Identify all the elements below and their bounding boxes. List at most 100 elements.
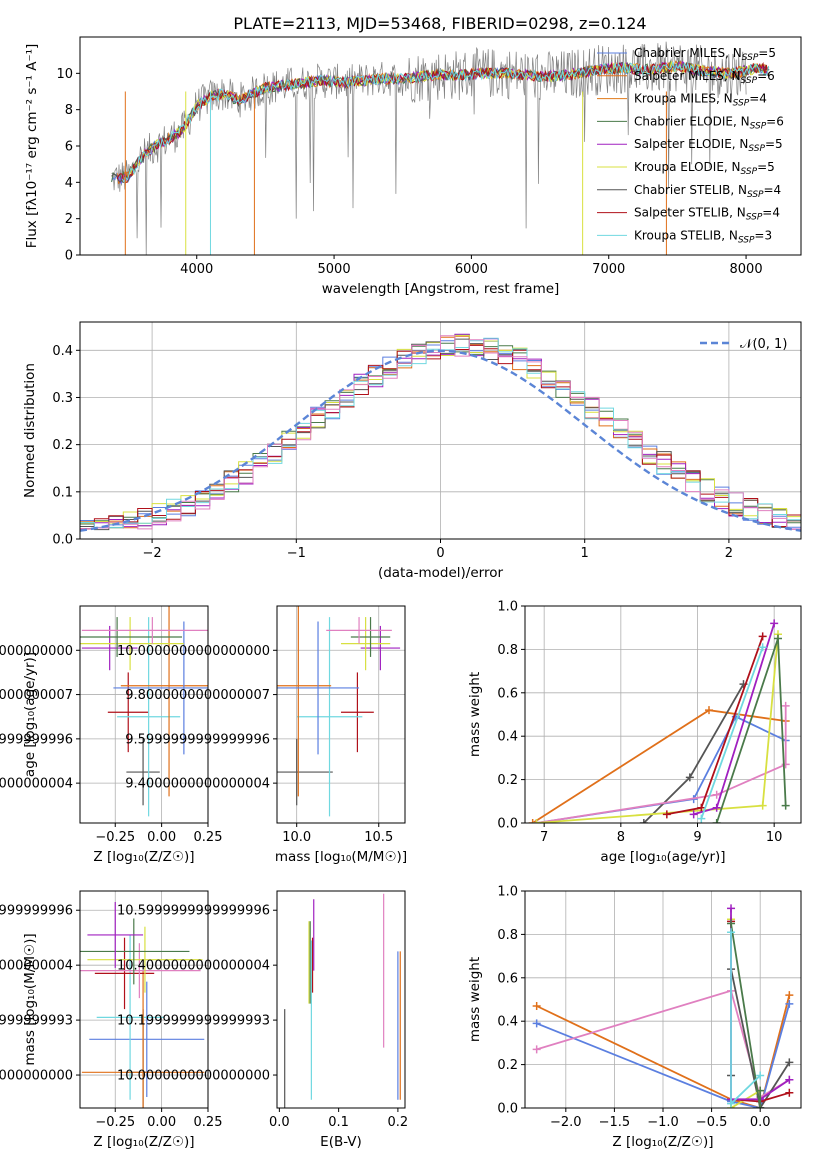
errorbar-point (87, 926, 203, 993)
weight-marker (727, 1099, 736, 1108)
x-tick-label: 2 (725, 546, 733, 561)
y-tick-label: 0.2 (497, 1058, 518, 1073)
figure-title: PLATE=2113, MJD=53468, FIBERID=0298, z=0… (233, 14, 646, 33)
errorbar-point (277, 621, 360, 755)
x-axis-label: (data-model)/error (378, 565, 504, 581)
x-tick-label: 0.2 (388, 1115, 409, 1130)
errorbar-point (89, 981, 205, 1098)
weight-marker (532, 1045, 541, 1054)
y-tick-label: 0.6 (497, 971, 518, 986)
weight-marker (774, 634, 782, 643)
legend: 𝒩(0, 1) (700, 337, 787, 352)
errorbar-point (277, 606, 332, 797)
panel-age_vs_Z: −0.25 0.00 0.25 9.4000000000000004 9.5999999… (0, 605, 222, 865)
x-axis-label: Z [log₁₀(Z/Z☉)] (93, 1134, 194, 1150)
weight-marker (770, 619, 779, 628)
plot-area (277, 606, 401, 817)
y-tick-label: 10.1999999999999993 (0, 1014, 73, 1029)
legend-label: Salpeter MILES, NSSP=6 (634, 69, 775, 86)
weight-marker (781, 701, 790, 710)
weight-marker (727, 919, 736, 928)
x-tick-label: −1.5 (599, 1115, 631, 1130)
y-axis-label: mass weight (467, 672, 483, 757)
weight-marker (712, 803, 721, 812)
y-tick-label: 10.0000000000000000 (117, 644, 270, 659)
errorbar-point (341, 617, 391, 671)
y-axis-label: mass weight (467, 957, 483, 1042)
errorbar-point (341, 672, 374, 753)
y-axis-label: age [log₁₀(age/yr)] (22, 652, 38, 777)
weight-marker (532, 1002, 541, 1011)
panel-mass_vs_Z: −0.25 0.00 0.25 10.0000000000000000 10.19999… (0, 890, 222, 1150)
y-tick-label: 6 (65, 140, 73, 155)
y-tick-label: 0.8 (497, 928, 518, 943)
normal-curve (80, 349, 801, 532)
axes-frame (79, 890, 209, 1109)
y-tick-label: 9.8000000000000007 (125, 688, 270, 703)
errorbar-point (94, 937, 155, 1010)
x-tick-label: 0.00 (147, 830, 176, 845)
y-tick-label: 10.4000000000000004 (117, 959, 270, 974)
weight-marker (781, 801, 790, 810)
x-tick-label: 10 (766, 830, 783, 845)
weight-marker (785, 999, 794, 1008)
y-tick-label: 0.2 (52, 438, 73, 453)
x-tick-label: 4000 (180, 262, 213, 277)
x-tick-label: 5000 (318, 262, 351, 277)
y-tick-label: 2 (65, 212, 73, 227)
errorbar-point (360, 625, 401, 671)
weight-marker (785, 1058, 794, 1067)
plot-area (80, 901, 205, 1108)
x-tick-label: −1 (287, 546, 306, 561)
x-tick-label: 0 (436, 546, 444, 561)
plot-area (528, 619, 790, 823)
y-tick-label: 9.5999999999999996 (0, 732, 73, 747)
weight-marker (756, 1086, 765, 1095)
weight-marker (785, 1088, 794, 1097)
legend-label: Kroupa MILES, NSSP=4 (634, 92, 767, 109)
panel-weight_vs_Z: −2.0 −1.5 −1.0 −0.5 0.0 0.0 0.2 0.4 0.6 0.8 1.0 Z [… (467, 885, 802, 1150)
weight-series-line (536, 705, 787, 823)
x-tick-label: −0.25 (95, 1115, 135, 1130)
plot-area (284, 893, 401, 1108)
errorbar-point (81, 625, 138, 671)
x-tick-label: 0.0 (750, 1115, 771, 1130)
weight-series-line (730, 923, 762, 1108)
weight-marker (727, 904, 736, 913)
y-tick-label: 0.4 (497, 730, 518, 745)
errorbar-point (87, 901, 144, 968)
y-tick-label: 4 (65, 176, 73, 191)
y-tick-label: 0.1 (52, 485, 73, 500)
model-spectrum-line (122, 61, 770, 183)
panel-age_vs_mass: 10.0 10.5 9.4000000000000004 9.599999999999… (117, 605, 407, 865)
y-axis-label: Flux [fλ10⁻¹⁷ erg cm⁻² s⁻¹ A⁻¹] (24, 44, 40, 249)
y-tick-label: 9.5999999999999996 (125, 732, 270, 747)
panel-mass_vs_EBV: 0.0 0.1 0.2 10.0000000000000000 10.199999999… (117, 890, 409, 1150)
y-tick-label: 10.0000000000000000 (0, 1069, 73, 1084)
y-tick-label: 9.4000000000000004 (0, 777, 73, 792)
y-tick-label: 0 (65, 249, 73, 264)
x-axis-label: age [log₁₀(age/yr)] (600, 849, 725, 865)
errorbar-point (117, 617, 181, 817)
errorbar-point (277, 738, 333, 806)
weight-marker (756, 1071, 765, 1080)
weight-series-line (536, 1003, 791, 1108)
y-axis-label: mass [log₁₀(M/M☉)] (22, 933, 38, 1065)
y-tick-label: 0.2 (497, 773, 518, 788)
y-tick-label: 10 (56, 67, 73, 82)
x-tick-label: 10.5 (364, 830, 393, 845)
y-tick-label: 0.0 (497, 817, 518, 832)
x-tick-label: 7000 (592, 262, 625, 277)
x-axis-label: E(B-V) (320, 1134, 362, 1150)
legend-label: Salpeter STELIB, NSSP=4 (634, 206, 780, 223)
x-tick-label: 1 (581, 546, 589, 561)
x-axis-label: mass [log₁₀(M/M☉)] (275, 849, 407, 865)
y-tick-label: 0.4 (497, 1015, 518, 1030)
plot-area (111, 41, 770, 255)
errorbar-point (80, 943, 201, 999)
errorbar-point (80, 918, 190, 985)
x-tick-label: 8000 (730, 262, 763, 277)
y-tick-label: 0.6 (497, 686, 518, 701)
weight-marker (697, 814, 706, 823)
